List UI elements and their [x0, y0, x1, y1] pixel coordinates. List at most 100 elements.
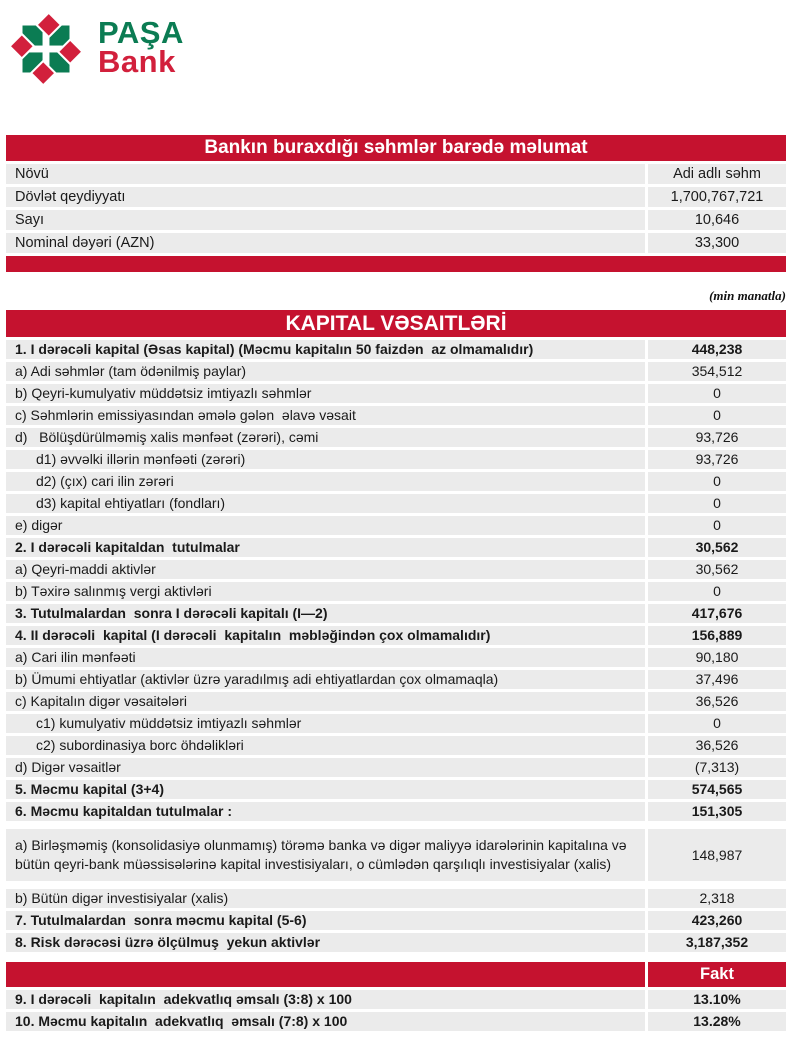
row-value: 0: [648, 582, 786, 601]
adequacy-header-spacer: [6, 962, 645, 987]
row-value: 37,496: [648, 670, 786, 689]
table-row: 5. Məcmu kapital (3+4) 574,565: [6, 780, 786, 799]
row-value: 0: [648, 714, 786, 733]
shares-table-title: Bankın buraxdığı səhmlər barədə məlumat: [6, 135, 786, 161]
table-row: d) Digər vəsaitlər (7,313): [6, 758, 786, 777]
table-row: 1. I dərəcəli kapital (Əsas kapital) (Mə…: [6, 340, 786, 359]
row-label: c) Kapitalın digər vəsaitələri: [6, 692, 645, 711]
row-value: 0: [648, 406, 786, 425]
table-row: a) Qeyri-maddi aktivlər 30,562: [6, 560, 786, 579]
row-value: 574,565: [648, 780, 786, 799]
table-row: c1) kumulyativ müddətsiz imtiyazlı səhml…: [6, 714, 786, 733]
capital-table-title: KAPITAL VƏSAITLƏRİ: [6, 310, 786, 337]
adequacy-table: Fakt 9. I dərəcəli kapitalın adekvatlıq …: [6, 962, 786, 1031]
row-value: 1,700,767,721: [648, 187, 786, 207]
row-value: 354,512: [648, 362, 786, 381]
row-value: 156,889: [648, 626, 786, 645]
row-label: b) Təxirə salınmış vergi aktivləri: [6, 582, 645, 601]
row-label: c) Səhmlərin emissiyasından əmələ gələn …: [6, 406, 645, 425]
table-row: 10. Məcmu kapitalın adekvatlıq əmsalı (7…: [6, 1012, 786, 1031]
row-label: 8. Risk dərəcəsi üzrə ölçülmuş yekun akt…: [6, 933, 645, 952]
table-row: d) Bölüşdürülməmiş xalis mənfəət (zərəri…: [6, 428, 786, 447]
table-row: b) Ümumi ehtiyatlar (aktivlər üzrə yarad…: [6, 670, 786, 689]
table-row: a) Adi səhmlər (tam ödənilmiş paylar) 35…: [6, 362, 786, 381]
row-value: 36,526: [648, 736, 786, 755]
row-value: Adi adlı səhm: [648, 164, 786, 184]
row-value: 36,526: [648, 692, 786, 711]
row-label: c1) kumulyativ müddətsiz imtiyazlı səhml…: [6, 714, 645, 733]
table-row: 3. Tutulmalardan sonra I dərəcəli kapita…: [6, 604, 786, 623]
table-row: c) Kapitalın digər vəsaitələri 36,526: [6, 692, 786, 711]
row-label: Növü: [6, 164, 645, 184]
table-row: Dövlət qeydiyyatı 1,700,767,721: [6, 187, 786, 207]
row-value: 93,726: [648, 428, 786, 447]
red-divider-bar: [6, 256, 786, 272]
table-row: Növü Adi adlı səhm: [6, 164, 786, 184]
table-row: d1) əvvəlki illərin mənfəəti (zərəri) 93…: [6, 450, 786, 469]
row-value: 448,238: [648, 340, 786, 359]
table-row: 9. I dərəcəli kapitalın adekvatlıq əmsal…: [6, 990, 786, 1009]
table-row: 4. II dərəcəli kapital (I dərəcəli kapit…: [6, 626, 786, 645]
table-row: 6. Məcmu kapitaldan tutulmalar : 151,305: [6, 802, 786, 821]
row-label: 3. Tutulmalardan sonra I dərəcəli kapita…: [6, 604, 645, 623]
table-row: d2) (çıx) cari ilin zərəri 0: [6, 472, 786, 491]
table-row: 7. Tutulmalardan sonra məcmu kapital (5-…: [6, 911, 786, 930]
row-value: 0: [648, 494, 786, 513]
row-value: 423,260: [648, 911, 786, 930]
row-value: 0: [648, 472, 786, 491]
row-label: e) digər: [6, 516, 645, 535]
row-value: (7,313): [648, 758, 786, 777]
row-label: 2. I dərəcəli kapitaldan tutulmalar: [6, 538, 645, 557]
row-label: 10. Məcmu kapitalın adekvatlıq əmsalı (7…: [6, 1012, 645, 1031]
table-row: c) Səhmlərin emissiyasından əmələ gələn …: [6, 406, 786, 425]
row-label: 9. I dərəcəli kapitalın adekvatlıq əmsal…: [6, 990, 645, 1009]
adequacy-header-row: Fakt: [6, 962, 786, 987]
row-value: 148,987: [648, 829, 786, 881]
bank-logo-wordmark: PAŞA Bank: [98, 17, 184, 79]
row-value: 2,318: [648, 889, 786, 908]
row-label: 6. Məcmu kapitaldan tutulmalar :: [6, 802, 645, 821]
row-label: a) Qeyri-maddi aktivlər: [6, 560, 645, 579]
row-label: Nominal dəyəri (AZN): [6, 233, 645, 253]
row-value: 3,187,352: [648, 933, 786, 952]
row-value: 93,726: [648, 450, 786, 469]
table-row: Sayı 10,646: [6, 210, 786, 230]
row-value: 30,562: [648, 560, 786, 579]
row-value: 0: [648, 384, 786, 403]
row-value: 90,180: [648, 648, 786, 667]
unit-note: (min manatla): [709, 288, 786, 303]
row-label: 1. I dərəcəli kapital (Əsas kapital) (Mə…: [6, 340, 645, 359]
table-row: d3) kapital ehtiyatları (fondları) 0: [6, 494, 786, 513]
row-value: 151,305: [648, 802, 786, 821]
row-label: Sayı: [6, 210, 645, 230]
row-value: 0: [648, 516, 786, 535]
row-label: 5. Məcmu kapital (3+4): [6, 780, 645, 799]
table-row: b) Təxirə salınmış vergi aktivləri 0: [6, 582, 786, 601]
pasha-bank-pinwheel-icon: [8, 11, 84, 87]
row-label: d1) əvvəlki illərin mənfəəti (zərəri): [6, 450, 645, 469]
table-row: Nominal dəyəri (AZN) 33,300: [6, 233, 786, 253]
row-label: 4. II dərəcəli kapital (I dərəcəli kapit…: [6, 626, 645, 645]
row-value: 33,300: [648, 233, 786, 253]
logo-text-bank: Bank: [98, 44, 176, 79]
table-row: c2) subordinasiya borc öhdəlikləri 36,52…: [6, 736, 786, 755]
row-label: 7. Tutulmalardan sonra məcmu kapital (5-…: [6, 911, 645, 930]
table-row: 2. I dərəcəli kapitaldan tutulmalar 30,5…: [6, 538, 786, 557]
row-value: 417,676: [648, 604, 786, 623]
table-row: e) digər 0: [6, 516, 786, 535]
row-value: 10,646: [648, 210, 786, 230]
capital-table: KAPITAL VƏSAITLƏRİ 1. I dərəcəli kapital…: [6, 310, 786, 952]
row-label: Dövlət qeydiyyatı: [6, 187, 645, 207]
shares-table: Bankın buraxdığı səhmlər barədə məlumat …: [6, 135, 786, 272]
table-row: a) Birləşməmiş (konsolidasiyə olunmamış)…: [6, 829, 786, 881]
row-label: a) Birləşməmiş (konsolidasiyə olunmamış)…: [6, 829, 645, 881]
row-label: d) Digər vəsaitlər: [6, 758, 645, 777]
fakt-column-header: Fakt: [648, 962, 786, 987]
row-label: b) Qeyri-kumulyativ müddətsiz imtiyazlı …: [6, 384, 645, 403]
row-label: b) Ümumi ehtiyatlar (aktivlər üzrə yarad…: [6, 670, 645, 689]
row-label: a) Cari ilin mənfəəti: [6, 648, 645, 667]
table-row: b) Qeyri-kumulyativ müddətsiz imtiyazlı …: [6, 384, 786, 403]
row-label: a) Adi səhmlər (tam ödənilmiş paylar): [6, 362, 645, 381]
row-label: d2) (çıx) cari ilin zərəri: [6, 472, 645, 491]
